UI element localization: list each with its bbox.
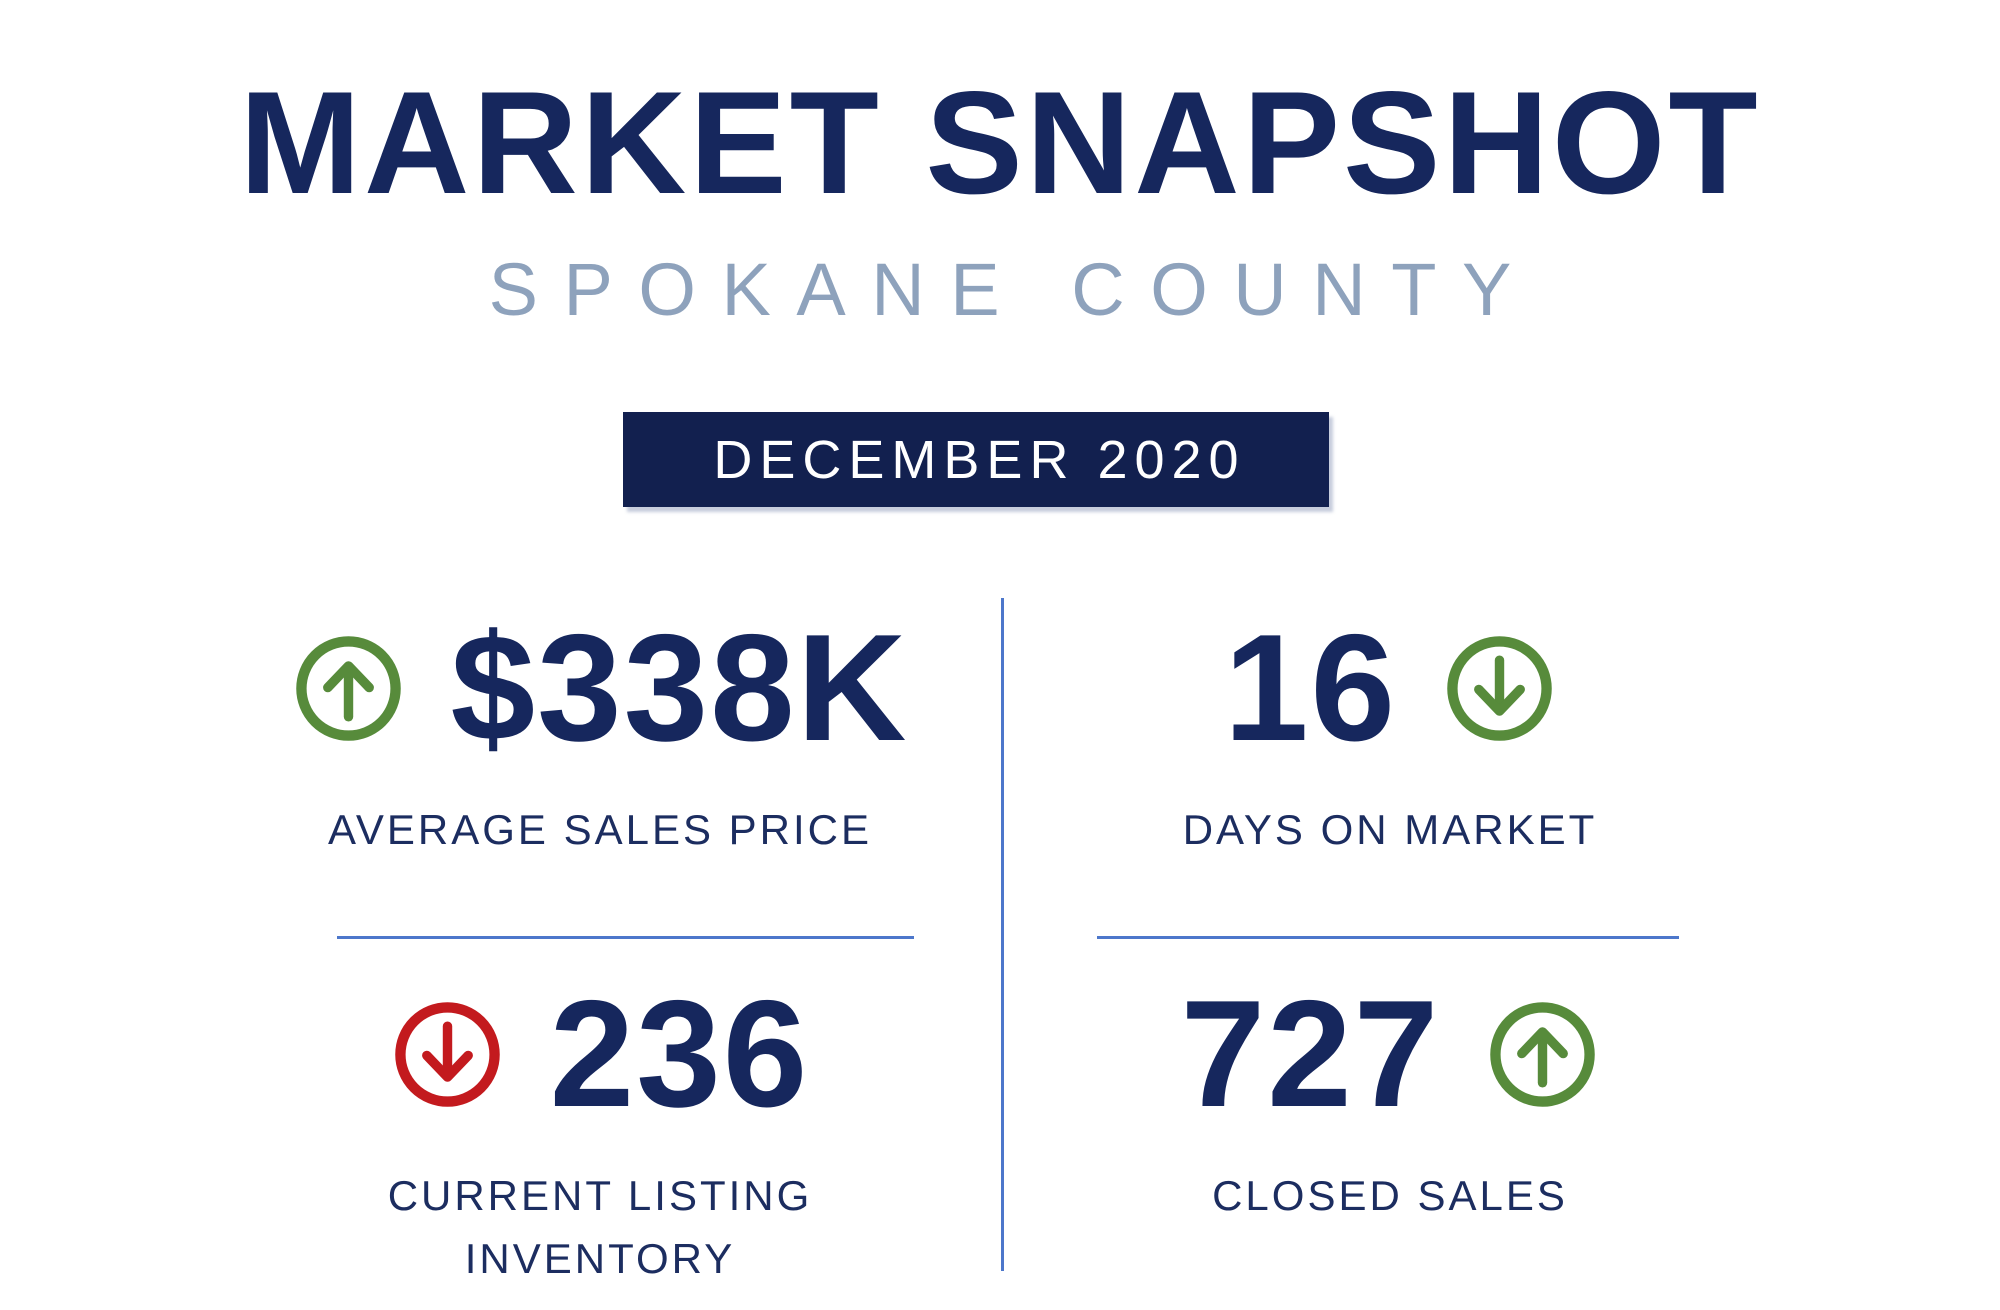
- stat-value-current-listing-inventory: 236: [549, 969, 810, 1139]
- stat-closed-sales: 727 CLOSED SALES: [1040, 978, 1740, 1227]
- page-title: MARKET SNAPSHOT: [239, 61, 1761, 224]
- stat-label-average-sales-price: AVERAGE SALES PRICE: [327, 806, 873, 853]
- stat-average-sales-price: $338K AVERAGE SALES PRICE: [250, 612, 950, 861]
- stat-row: 236: [391, 978, 810, 1130]
- stat-value-closed-sales: 727: [1180, 969, 1441, 1139]
- stat-current-listing-inventory: 236 CURRENT LISTING INVENTORY: [250, 978, 950, 1290]
- stat-row: $338K: [292, 612, 909, 764]
- period-banner-label: DECEMBER 2020: [713, 429, 1246, 490]
- stat-label-days-on-market: DAYS ON MARKET: [1182, 806, 1598, 853]
- up-arrow-icon: [292, 632, 405, 745]
- down-arrow-icon: [1443, 632, 1556, 745]
- subtitle-county: SPOKANE COUNTY: [488, 248, 1537, 331]
- divider-horizontal-left: [337, 936, 914, 939]
- stat-label-closed-sales: CLOSED SALES: [1212, 1172, 1568, 1219]
- stat-value-days-on-market: 16: [1223, 603, 1398, 773]
- period-banner: DECEMBER 2020: [623, 412, 1329, 507]
- divider-vertical: [1001, 598, 1004, 1271]
- stat-label-current-listing-inventory: CURRENT LISTING INVENTORY: [387, 1172, 813, 1282]
- down-arrow-icon: [391, 998, 504, 1111]
- stat-value-average-sales-price: $338K: [450, 603, 909, 773]
- stat-row: 16: [1224, 612, 1556, 764]
- stat-days-on-market: 16 DAYS ON MARKET: [1040, 612, 1740, 861]
- stat-row: 727: [1181, 978, 1600, 1130]
- up-arrow-icon: [1486, 998, 1599, 1111]
- divider-horizontal-right: [1097, 936, 1679, 939]
